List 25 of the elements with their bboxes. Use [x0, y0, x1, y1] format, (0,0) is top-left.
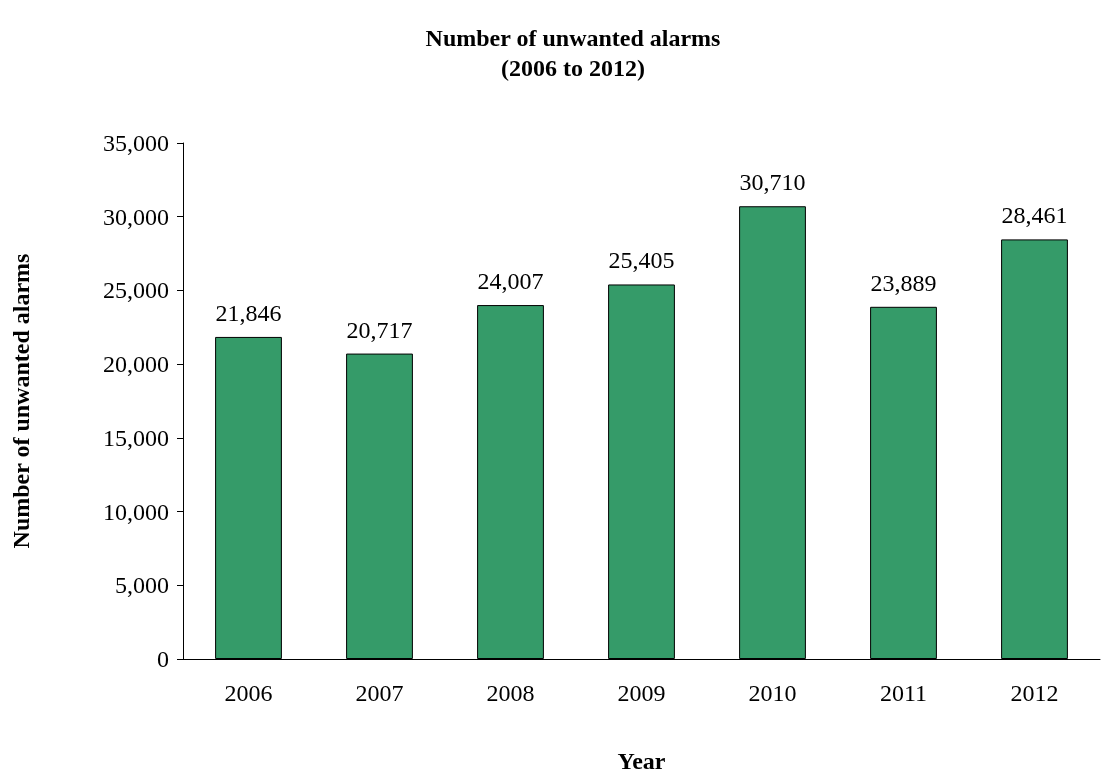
data-label: 25,405 [608, 247, 675, 274]
x-axis-title: Year [617, 748, 666, 774]
x-tick-label: 2010 [748, 680, 797, 706]
y-axis-title: Number of unwanted alarms [8, 253, 34, 549]
x-tick-label: 2007 [355, 680, 404, 706]
y-tick-label: 25,000 [103, 277, 169, 304]
x-tick-label: 2008 [486, 680, 535, 706]
data-label: 30,710 [739, 169, 806, 196]
x-tick-label: 2009 [617, 680, 666, 706]
y-tick-label: 35,000 [103, 130, 169, 156]
y-tick-label: 0 [157, 646, 169, 672]
data-label: 28,461 [1001, 202, 1068, 229]
x-tick-label: 2006 [224, 680, 273, 706]
x-tick-label: 2012 [1010, 680, 1059, 706]
data-label: 24,007 [477, 268, 544, 295]
data-label: 23,889 [870, 269, 937, 296]
data-label: 21,846 [215, 299, 282, 326]
y-tick-label: 5,000 [115, 572, 169, 599]
chart-title: Number of unwanted alarms (2006 to 2012) [425, 25, 721, 81]
y-tick-label: 30,000 [103, 203, 169, 230]
y-tick-label: 15,000 [103, 424, 169, 451]
y-tick-label: 20,000 [103, 351, 169, 378]
y-tick-label: 10,000 [103, 498, 169, 525]
x-tick-label: 2011 [879, 680, 928, 706]
data-label: 20,717 [346, 316, 413, 343]
